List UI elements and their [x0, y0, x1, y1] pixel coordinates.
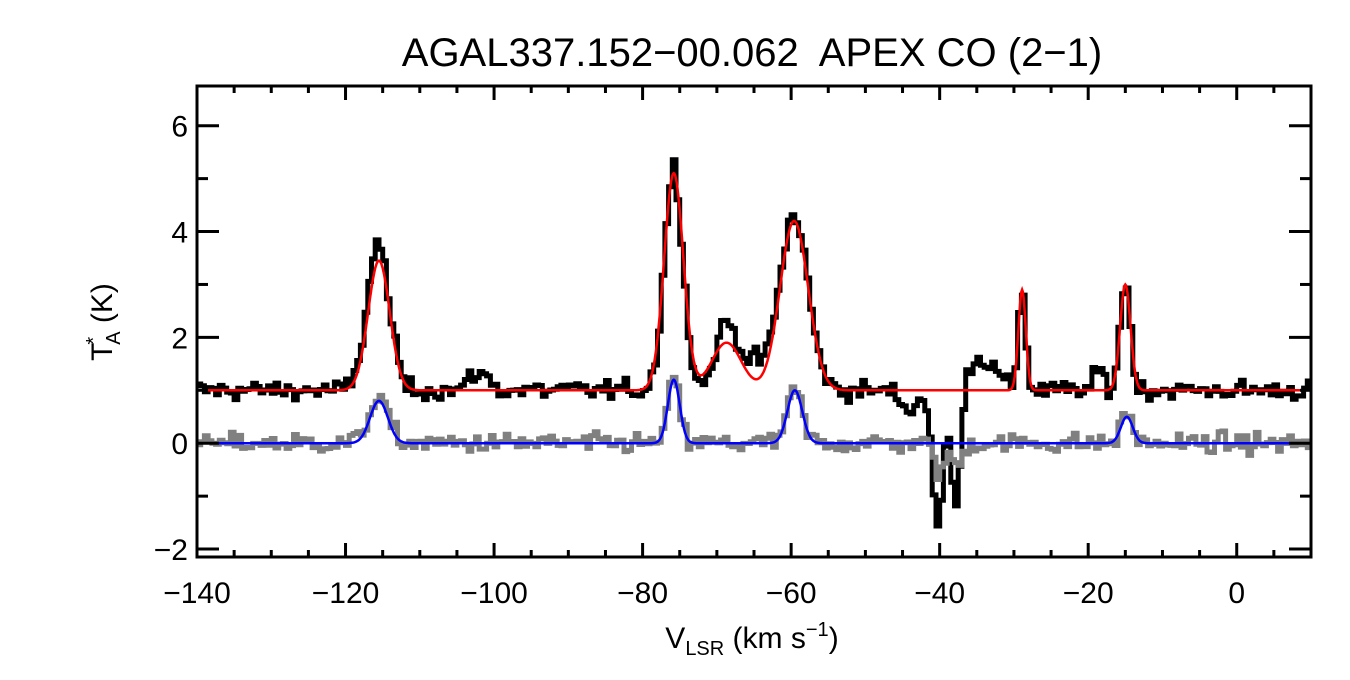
x-tick-label: −120 [312, 577, 380, 610]
x-tick-label: −60 [766, 577, 817, 610]
x-label-main: V [665, 622, 685, 655]
x-label-close: ) [829, 622, 839, 655]
x-tick-label: −100 [460, 577, 528, 610]
x-tick-label: −40 [914, 577, 965, 610]
plot-frame [195, 84, 1313, 559]
series-isotopologue-fit [197, 378, 1311, 445]
y-label-units: (K) [86, 283, 119, 331]
x-tick-label: −140 [163, 577, 231, 610]
chart-title: AGAL337.152−00.062 APEX CO (2−1) [402, 31, 1102, 75]
x-label-units: (km s [724, 622, 806, 655]
y-tick-label: 2 [171, 322, 188, 355]
y-axis-label: T*A (K) [83, 283, 125, 361]
y-label-sub: A [103, 331, 125, 345]
y-tick-label: 4 [171, 217, 188, 250]
y-label-sup: * [83, 337, 105, 345]
series-isotopologue-spectrum [197, 374, 1311, 482]
x-tick-label: 0 [1228, 577, 1245, 610]
series-layer [197, 157, 1311, 529]
x-tick-label: −80 [617, 577, 668, 610]
y-tick-label: 6 [171, 111, 188, 144]
x-axis-label: VLSR (km s−1) [665, 619, 838, 660]
x-tick-label: −20 [1063, 577, 1114, 610]
x-label-sub: LSR [685, 638, 724, 660]
y-tick-label: 0 [171, 428, 188, 461]
series-fit-offset-1-k [197, 171, 1311, 392]
y-label-main: T [86, 343, 119, 361]
y-tick-label: −2 [154, 534, 188, 567]
x-label-sup: −1 [806, 619, 829, 641]
